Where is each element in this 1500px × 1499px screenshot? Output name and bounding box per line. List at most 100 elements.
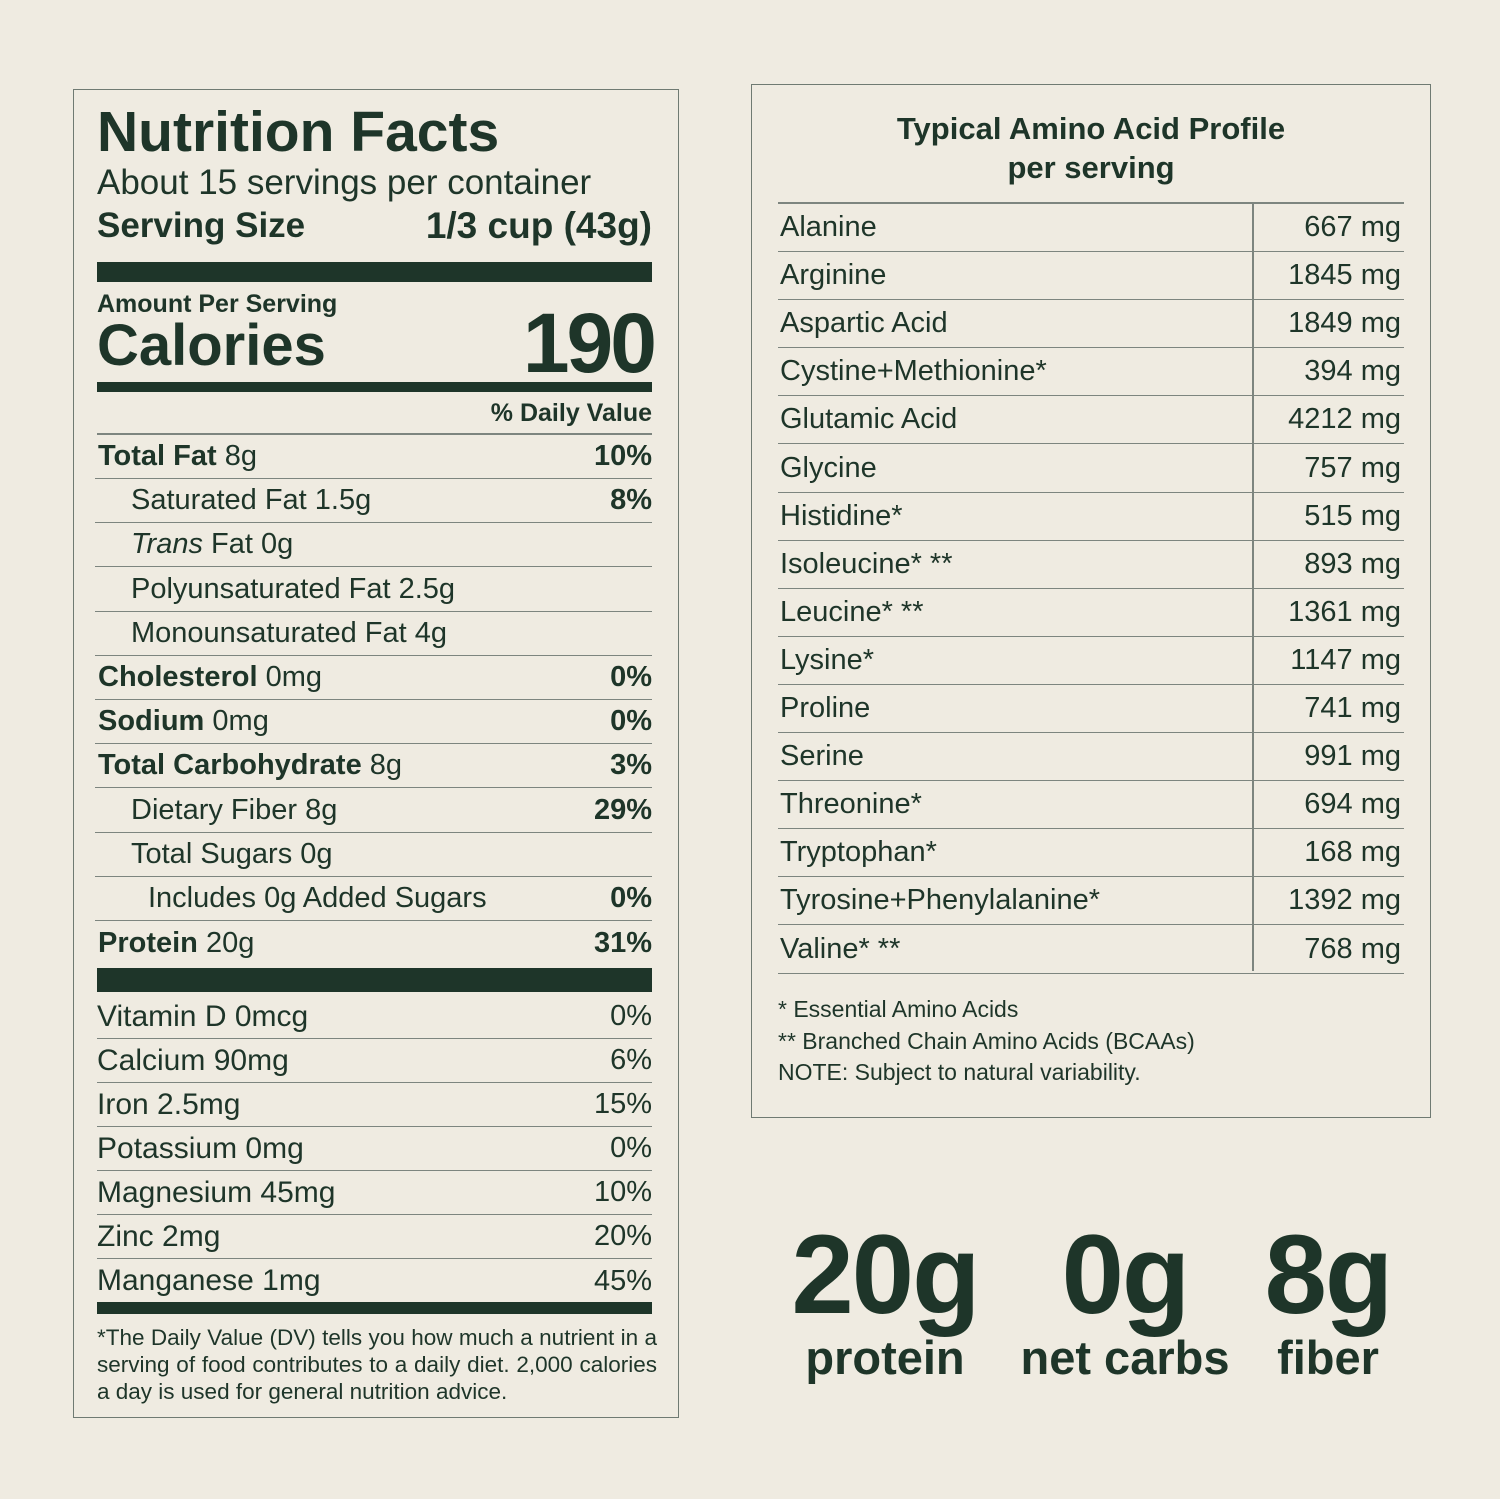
vitamin-name: Vitamin D: [97, 999, 227, 1033]
nutrient-amount: 0mg: [212, 705, 269, 738]
nutrient-name-group: Total Carbohydrate 8g: [95, 749, 402, 782]
nutrition-panel: [73, 89, 679, 1418]
nutrient-amount: 2.5g: [398, 572, 456, 605]
vitamin-row: Zinc 2mg 20%: [97, 1215, 652, 1259]
nutrient-row: Trans Fat 0g: [95, 523, 652, 568]
amino-name: Threonine*: [780, 788, 922, 821]
nutrient-row: Total Carbohydrate 8g 3%: [95, 744, 652, 789]
amino-name: Leucine* **: [780, 595, 924, 628]
vitamin-name: Magnesium: [97, 1175, 253, 1209]
vitamin-amount: 2mg: [162, 1219, 221, 1253]
amino-note: NOTE: Subject to natural variability.: [778, 1059, 1141, 1085]
amino-name: Aspartic Acid: [780, 307, 948, 340]
daily-value: 0%: [610, 661, 652, 693]
amino-subtitle: per serving: [1007, 150, 1175, 185]
amino-name: Lysine*: [780, 643, 875, 676]
amino-amount: 1361 mg: [1288, 595, 1401, 628]
amino-row: Aspartic Acid 1849 mg: [778, 300, 1404, 349]
amino-amount: 667 mg: [1304, 211, 1401, 243]
nutrient-name-group: Monounsaturated Fat 4g: [95, 617, 447, 650]
calories-value: 190: [522, 296, 657, 390]
nutrient-name: Protein: [98, 926, 198, 959]
highlight-label: protein: [805, 1331, 965, 1384]
amino-amount: 768 mg: [1304, 932, 1401, 965]
nutrient-row: Total Sugars 0g: [95, 833, 652, 877]
nutrient-name: Cholesterol: [98, 661, 258, 693]
nutrient-name: Total Carbohydrate: [98, 749, 362, 782]
amino-row: Valine* ** 768 mg: [778, 926, 1404, 974]
amino-note: * Essential Amino Acids: [778, 996, 1019, 1022]
daily-value: 10%: [593, 1176, 652, 1208]
amino-row: Leucine* ** 1361 mg: [778, 589, 1404, 637]
vitamin-name-group: Magnesium 45mg: [97, 1176, 335, 1210]
nutrient-row: Polyunsaturated Fat 2.5g: [95, 568, 652, 612]
amino-amount: 893 mg: [1304, 547, 1401, 580]
nutrient-amount: 0mg: [265, 661, 323, 693]
amino-row: Arginine 1845 mg: [778, 252, 1404, 301]
thick-bar: [97, 262, 652, 282]
nutrient-name: Polyunsaturated Fat: [131, 572, 391, 605]
amino-amount: 694 mg: [1304, 788, 1401, 821]
nutrient-row: Saturated Fat 1.5g 8%: [95, 479, 652, 524]
nutrient-row: Monounsaturated Fat 4g: [95, 612, 652, 656]
nutrient-name-group: Saturated Fat 1.5g: [95, 484, 371, 517]
amino-amount: 991 mg: [1304, 740, 1401, 773]
servings: About 15 servings per container: [97, 163, 592, 202]
nutrient-name-group: Total Sugars 0g: [95, 838, 333, 871]
nutrient-amount: 0g: [300, 837, 333, 870]
amino-amount: 1392 mg: [1288, 884, 1401, 917]
vitamin-row: Magnesium 45mg 10%: [97, 1171, 652, 1215]
amino-row: Tyrosine+Phenylalanine* 1392 mg: [778, 877, 1404, 926]
rule: [97, 433, 652, 435]
vitamin-amount: 0mg: [245, 1131, 304, 1165]
nutrient-amount: 8g: [224, 440, 258, 472]
vitamin-name: Calcium: [97, 1043, 206, 1077]
nutrient-name-group: Polyunsaturated Fat 2.5g: [95, 573, 455, 606]
vitamin-amount: 0mcg: [234, 999, 309, 1033]
nutrient-name-group: Includes 0g Added Sugars: [95, 882, 487, 915]
amino-name: Proline: [780, 692, 871, 724]
amino-amount: 1849 mg: [1288, 307, 1401, 340]
amino-title: Typical Amino Acid Profile: [896, 111, 1286, 146]
amount-per-serving: Amount Per Serving: [97, 290, 338, 318]
nutrient-name: Sodium: [98, 705, 205, 738]
nutrient-row: Protein 20g 31%: [95, 921, 652, 965]
thick-bar: [97, 382, 652, 392]
amino-row: Alanine 667 mg: [778, 204, 1404, 252]
amino-note: ** Branched Chain Amino Acids (BCAAs): [778, 1027, 1195, 1054]
amino-name: Isoleucine* **: [780, 547, 953, 580]
nutrient-row: Includes 0g Added Sugars 0%: [95, 877, 652, 921]
nutrient-name-group: Trans Fat 0g: [95, 528, 293, 561]
nutrient-name: Saturated Fat: [131, 484, 307, 517]
nutrient-name: Fat: [211, 528, 253, 561]
highlight-label: net carbs: [1020, 1331, 1230, 1384]
daily-value: 8%: [610, 484, 652, 517]
nutrient-row: Total Fat 8g 10%: [95, 435, 652, 479]
amino-amount: 168 mg: [1304, 836, 1401, 869]
calories-label: Calories: [97, 313, 326, 378]
nutrient-name: Monounsaturated Fat: [131, 616, 407, 649]
amino-name: Alanine: [780, 211, 877, 243]
amino-amount: 1845 mg: [1288, 259, 1401, 292]
vitamin-name: Potassium: [97, 1131, 238, 1165]
daily-value: 45%: [593, 1264, 652, 1297]
amino-row: Serine 991 mg: [778, 733, 1404, 782]
nutrient-amount: 0g: [261, 528, 294, 561]
daily-value: 6%: [610, 1044, 652, 1076]
nutrient-name-italic: Trans: [131, 528, 203, 561]
vitamin-row: Manganese 1mg 45%: [97, 1259, 652, 1303]
nutrient-amount: 1.5g: [314, 484, 372, 517]
daily-value-header: % Daily Value: [490, 399, 652, 427]
amino-name: Tyrosine+Phenylalanine*: [780, 884, 1101, 917]
amino-row: Isoleucine* ** 893 mg: [778, 541, 1404, 589]
vitamin-name: Zinc: [97, 1219, 154, 1253]
serving-size: 1/3 cup (43g): [425, 205, 652, 246]
amino-amount: 394 mg: [1304, 355, 1401, 388]
highlight-value: 8g: [1264, 1212, 1394, 1337]
vitamin-row: Vitamin D 0mcg 0%: [97, 995, 652, 1039]
amino-row: Threonine* 694 mg: [778, 781, 1404, 830]
daily-value: 10%: [593, 440, 652, 472]
vitamin-amount: 45mg: [260, 1175, 336, 1209]
vitamin-amount: 90mg: [213, 1043, 289, 1077]
